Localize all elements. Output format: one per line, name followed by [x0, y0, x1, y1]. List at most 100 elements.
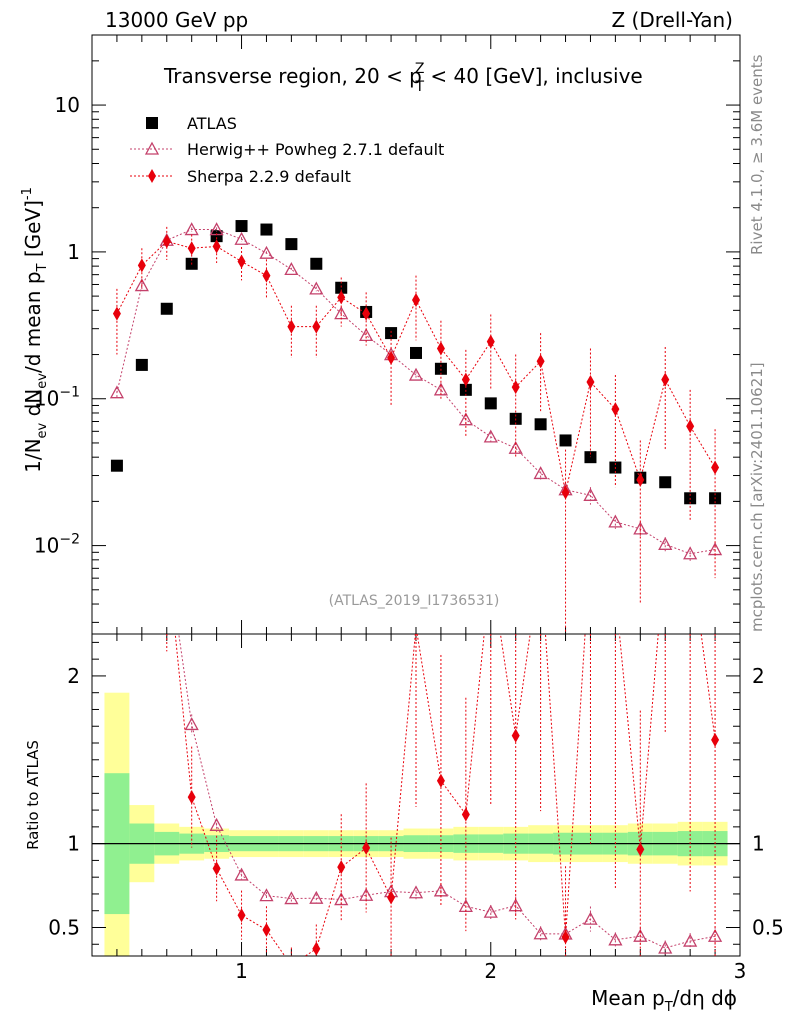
atlas-point [260, 223, 273, 236]
herwig-point [683, 546, 698, 560]
herwig-ratio-point [707, 928, 723, 942]
sherpa-point [212, 239, 221, 254]
sherpa-point [112, 306, 121, 321]
atlas-point [285, 238, 298, 251]
atlas-point [135, 358, 148, 371]
ratio-tick-label: 1 [67, 832, 80, 856]
atlas-point [459, 383, 472, 396]
atlas-point [410, 346, 422, 359]
ratio-tick-label-right: 1 [752, 832, 765, 856]
sherpa-ratio-point [387, 890, 396, 905]
herwig-ratio-point [583, 911, 598, 925]
herwig-ratio-point [234, 867, 249, 881]
y-tick-label: 10−1 [34, 385, 80, 411]
sherpa-point [436, 341, 445, 356]
ratio-uncertainty-bands [104, 692, 728, 956]
y-tick-label: 1 [67, 240, 80, 264]
herwig-ratio-point [533, 926, 548, 940]
legend-label-sherpa: Sherpa 2.2.9 default [187, 167, 351, 186]
sherpa-point [711, 460, 720, 475]
atlas-point [534, 418, 547, 431]
sherpa-point [162, 234, 171, 249]
sherpa-point [536, 354, 545, 369]
atlas-point [484, 397, 497, 410]
herwig-point [433, 382, 449, 396]
ratio-ylabel: Ratio to ATLAS [24, 740, 42, 850]
ratio-tick-label-right: 2 [752, 664, 765, 688]
sherpa-ratio-line [174, 634, 716, 956]
ratio-series-layer [166, 634, 723, 956]
herwig-point [259, 245, 274, 259]
sherpa-ratio-point [212, 861, 221, 876]
herwig-ratio-point [334, 892, 349, 906]
x-tick-label: 1 [235, 959, 248, 983]
atlas-point [659, 476, 672, 489]
herwig-ratio-point [259, 888, 274, 902]
herwig-point [309, 281, 324, 295]
atlas-point [235, 220, 248, 233]
legend-marker-sherpa [148, 169, 156, 183]
herwig-ratio-point [683, 933, 698, 947]
herwig-point [109, 385, 125, 399]
x-tick-label: 3 [734, 959, 747, 983]
rivet-label: Rivet 4.1.0, ≥ 3.6M events [748, 54, 766, 255]
legend-label-atlas: ATLAS [187, 114, 237, 133]
atlas-point [310, 257, 323, 270]
main-axis-ticks: 10−2 10−1 1 10 [34, 34, 741, 634]
herwig-point [134, 278, 149, 292]
title-sub: T [414, 79, 424, 95]
atlas-point [385, 327, 398, 340]
legend: ATLAS Herwig++ Powheg 2.7.1 default Sher… [130, 114, 444, 186]
x-tick-label: 2 [484, 959, 497, 983]
herwig-point [608, 514, 623, 528]
herwig-point [533, 466, 548, 480]
ratio-tick-label: 0.5 [48, 915, 80, 939]
herwig-point [508, 440, 523, 454]
sherpa-ratio-point [561, 930, 570, 945]
herwig-point [707, 542, 723, 556]
sherpa-point [312, 319, 321, 334]
legend-marker-herwig [144, 141, 160, 155]
herwig-ratio-point [209, 817, 224, 831]
sherpa-ratio-point [362, 840, 371, 855]
legend-label-herwig: Herwig++ Powheg 2.7.1 default [187, 140, 444, 159]
herwig-ratio-point [658, 940, 673, 954]
mcplots-label: mcplots.cern.ch [arXiv:2401.10621] [748, 362, 766, 632]
sherpa-point [611, 402, 620, 417]
sherpa-point [561, 485, 570, 500]
herwig-ratio-point [483, 904, 498, 918]
ratio-tick-label: 2 [67, 664, 80, 688]
atlas-point [210, 230, 223, 243]
sherpa-point [486, 334, 495, 349]
sherpa-point [362, 306, 371, 321]
sherpa-point [287, 319, 296, 334]
herwig-ratio-line [178, 634, 716, 949]
atlas-point [160, 302, 173, 315]
main-ylabel: 1/Nev dNev/d mean pT [GeV]-1 [20, 187, 50, 473]
sherpa-ratio-point [187, 790, 196, 805]
legend-marker-atlas [146, 117, 158, 129]
herwig-ratio-point [284, 891, 299, 905]
title-sup: Z [415, 61, 425, 77]
sherpa-ratio-point [436, 773, 445, 788]
title-part-1: Transverse region, 20 < p [163, 64, 422, 88]
atlas-point [110, 459, 123, 472]
sherpa-point [137, 258, 146, 273]
xlabel: Mean pT/dη dϕ [591, 986, 737, 1015]
sherpa-point [461, 372, 470, 387]
sherpa-point [262, 268, 271, 283]
y-tick-label: 10−2 [34, 532, 80, 558]
herwig-ratio-point [184, 717, 199, 731]
atlas-point [559, 434, 572, 447]
sherpa-ratio-point [337, 860, 346, 875]
sherpa-ratio-point [511, 728, 520, 743]
herwig-point [234, 231, 249, 245]
sherpa-ratio-point [636, 842, 645, 857]
herwig-point [184, 222, 199, 236]
sherpa-point [412, 293, 420, 308]
header-process: Z (Drell-Yan) [611, 8, 733, 32]
sherpa-line [116, 240, 716, 493]
ratio-axis-ticks: 1 2 30.5 0.51 12 2 [48, 634, 784, 983]
herwig-point [583, 487, 598, 501]
